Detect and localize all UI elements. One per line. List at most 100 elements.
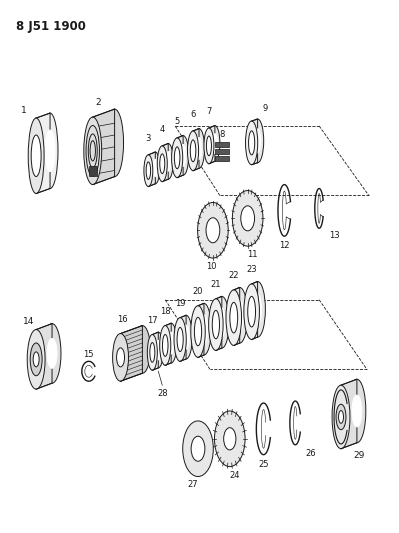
Polygon shape (341, 379, 357, 449)
Ellipse shape (27, 329, 45, 389)
Polygon shape (177, 135, 183, 177)
Text: 12: 12 (279, 241, 290, 250)
Polygon shape (36, 324, 52, 389)
Ellipse shape (151, 152, 160, 184)
Text: 18: 18 (160, 306, 170, 316)
Polygon shape (165, 323, 171, 365)
Text: 17: 17 (147, 316, 158, 325)
Polygon shape (120, 326, 142, 381)
Ellipse shape (166, 151, 171, 171)
Ellipse shape (251, 119, 264, 163)
Ellipse shape (336, 404, 346, 430)
Ellipse shape (241, 206, 255, 231)
Ellipse shape (31, 135, 41, 176)
Polygon shape (252, 281, 258, 340)
Ellipse shape (215, 411, 245, 466)
Ellipse shape (332, 385, 350, 449)
Ellipse shape (255, 129, 261, 153)
Ellipse shape (206, 136, 211, 156)
Ellipse shape (153, 159, 158, 176)
Bar (215, 156, 229, 161)
Bar (215, 142, 229, 147)
Ellipse shape (226, 290, 241, 345)
Ellipse shape (144, 155, 153, 187)
Ellipse shape (42, 113, 58, 189)
Ellipse shape (352, 395, 362, 427)
Ellipse shape (204, 128, 214, 164)
Polygon shape (252, 119, 258, 165)
Bar (89, 166, 97, 176)
Text: 15: 15 (83, 350, 94, 359)
Text: 7: 7 (206, 107, 211, 116)
Text: 29: 29 (353, 451, 365, 459)
Ellipse shape (190, 140, 196, 161)
Text: 20: 20 (193, 287, 203, 296)
Ellipse shape (106, 109, 124, 176)
Ellipse shape (178, 135, 189, 175)
Ellipse shape (183, 421, 213, 477)
Ellipse shape (224, 427, 236, 450)
Ellipse shape (166, 323, 177, 363)
Polygon shape (180, 315, 186, 361)
Text: 23: 23 (246, 265, 257, 274)
Polygon shape (162, 143, 168, 182)
Text: 24: 24 (229, 471, 240, 480)
Ellipse shape (248, 296, 255, 327)
Ellipse shape (30, 343, 42, 376)
Ellipse shape (153, 332, 163, 368)
Ellipse shape (232, 287, 247, 343)
Ellipse shape (191, 436, 205, 461)
Ellipse shape (134, 326, 150, 373)
Text: 3: 3 (146, 134, 151, 143)
Ellipse shape (212, 134, 217, 154)
Text: 6: 6 (190, 110, 196, 119)
Ellipse shape (117, 348, 124, 367)
Ellipse shape (180, 144, 186, 166)
Polygon shape (193, 128, 199, 171)
Bar (215, 149, 229, 154)
Polygon shape (198, 303, 204, 357)
Ellipse shape (147, 335, 157, 370)
Text: 1: 1 (22, 106, 27, 115)
Text: 27: 27 (188, 481, 198, 489)
Ellipse shape (183, 325, 189, 349)
Ellipse shape (156, 340, 161, 360)
Ellipse shape (45, 130, 55, 172)
Text: 14: 14 (22, 317, 34, 326)
Ellipse shape (348, 379, 366, 443)
Ellipse shape (244, 284, 259, 340)
Text: 2: 2 (95, 98, 101, 107)
Ellipse shape (47, 338, 57, 368)
Ellipse shape (194, 317, 201, 346)
Ellipse shape (191, 306, 205, 357)
Ellipse shape (168, 332, 174, 354)
Text: 13: 13 (329, 231, 340, 240)
Text: 10: 10 (205, 262, 216, 271)
Text: 26: 26 (305, 449, 316, 458)
Ellipse shape (218, 308, 225, 336)
Ellipse shape (33, 352, 39, 367)
Ellipse shape (162, 335, 168, 357)
Ellipse shape (174, 147, 180, 168)
Ellipse shape (210, 126, 220, 161)
Ellipse shape (157, 146, 167, 182)
Polygon shape (209, 126, 215, 164)
Ellipse shape (177, 327, 183, 351)
Ellipse shape (196, 138, 202, 159)
Text: 28: 28 (157, 389, 168, 398)
Ellipse shape (28, 118, 44, 193)
Text: 9: 9 (263, 104, 268, 113)
Text: 21: 21 (211, 280, 221, 289)
Ellipse shape (245, 121, 258, 165)
Ellipse shape (249, 131, 255, 155)
Ellipse shape (194, 128, 205, 168)
Ellipse shape (215, 296, 229, 348)
Ellipse shape (250, 281, 265, 337)
Ellipse shape (160, 154, 165, 174)
Ellipse shape (84, 117, 102, 184)
Text: 22: 22 (229, 271, 239, 280)
Ellipse shape (232, 190, 263, 246)
Ellipse shape (150, 343, 155, 362)
Ellipse shape (236, 300, 244, 330)
Ellipse shape (180, 315, 192, 359)
